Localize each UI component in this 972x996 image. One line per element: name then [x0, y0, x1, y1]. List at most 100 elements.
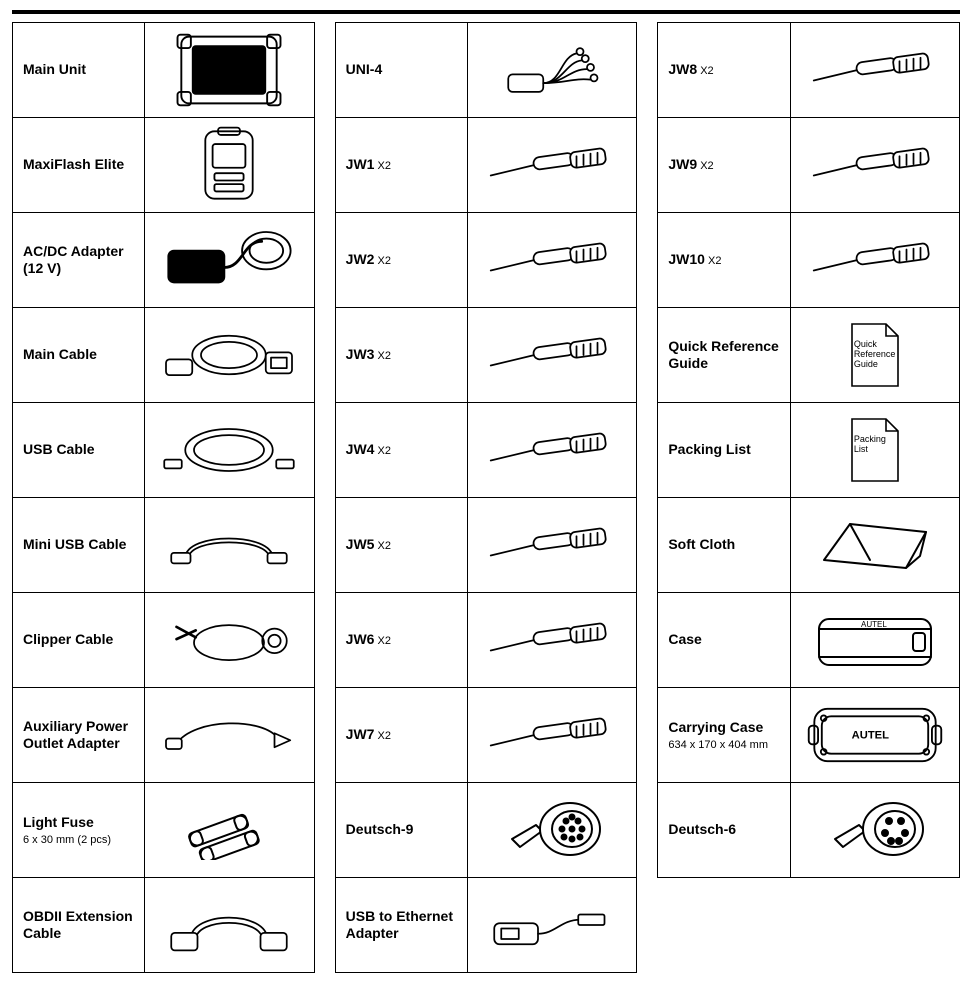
item-image-cell — [468, 403, 636, 497]
item-label-cell: JW7 X2 — [336, 688, 468, 782]
item-label-cell: Deutsch-6 — [658, 783, 790, 877]
item-row: Light Fuse6 x 30 mm (2 pcs) — [13, 783, 314, 878]
item-row: Soft Cloth — [658, 498, 959, 593]
item-name: Mini USB Cable — [23, 536, 134, 554]
item-row: Auxiliary Power Outlet Adapter — [13, 688, 314, 783]
item-name: Soft Cloth — [668, 536, 779, 554]
item-qty: X2 — [374, 255, 391, 267]
item-image-cell — [468, 783, 636, 877]
item-name: Deutsch-6 — [668, 821, 779, 839]
item-label-cell: JW2 X2 — [336, 213, 468, 307]
item-row: Case AUTEL — [658, 593, 959, 688]
item-image-cell — [468, 23, 636, 117]
item-name: Carrying Case — [668, 719, 779, 737]
item-image-cell — [468, 498, 636, 592]
item-name: USB to Ethernet Adapter — [346, 908, 457, 943]
item-name: Main Unit — [23, 61, 134, 79]
item-row: JW8 X2 — [658, 23, 959, 118]
item-name: JW2 X2 — [346, 251, 457, 269]
item-label-cell: MaxiFlash Elite — [13, 118, 145, 212]
item-image-cell — [468, 213, 636, 307]
item-image-cell — [791, 23, 959, 117]
item-image-cell — [145, 878, 313, 972]
item-sub: 634 x 170 x 404 mm — [668, 739, 779, 751]
item-row: JW1 X2 — [336, 118, 637, 213]
item-label-cell: Main Unit — [13, 23, 145, 117]
item-label-cell: Main Cable — [13, 308, 145, 402]
item-row: Main Unit — [13, 23, 314, 118]
item-name: Deutsch-9 — [346, 821, 457, 839]
item-name: JW10 X2 — [668, 251, 779, 269]
item-name: JW6 X2 — [346, 631, 457, 649]
item-qty: X2 — [705, 255, 722, 267]
item-row: JW9 X2 — [658, 118, 959, 213]
item-row: JW10 X2 — [658, 213, 959, 308]
item-image-cell — [791, 118, 959, 212]
item-label-cell: JW1 X2 — [336, 118, 468, 212]
item-name: Clipper Cable — [23, 631, 134, 649]
packing-list-page: Main Unit MaxiFlash Elite AC/DC Adapter … — [0, 0, 972, 993]
item-label-cell: Packing List — [658, 403, 790, 497]
item-row: JW7 X2 — [336, 688, 637, 783]
item-row: Clipper Cable — [13, 593, 314, 688]
item-name: JW9 X2 — [668, 156, 779, 174]
item-sub: 6 x 30 mm (2 pcs) — [23, 834, 134, 846]
item-label-cell: Deutsch-9 — [336, 783, 468, 877]
item-row: MaxiFlash Elite — [13, 118, 314, 213]
item-image-cell: QuickReferenceGuide — [791, 308, 959, 402]
item-row: JW4 X2 — [336, 403, 637, 498]
item-image-cell — [791, 498, 959, 592]
item-row: Quick Reference Guide QuickReferenceGuid… — [658, 308, 959, 403]
item-row: Deutsch-6 — [658, 783, 959, 878]
item-row: USB Cable — [13, 403, 314, 498]
item-image-cell — [145, 213, 313, 307]
item-row: Packing List PackingList — [658, 403, 959, 498]
item-image-cell — [145, 23, 313, 117]
top-rule — [12, 10, 960, 14]
item-name: JW5 X2 — [346, 536, 457, 554]
document-icon: QuickReferenceGuide — [846, 320, 904, 390]
item-label-cell: Clipper Cable — [13, 593, 145, 687]
item-image-cell — [145, 403, 313, 497]
item-image-cell — [145, 118, 313, 212]
svg-text:AUTEL: AUTEL — [851, 730, 888, 742]
item-name: UNI-4 — [346, 61, 457, 79]
column: Main Unit MaxiFlash Elite AC/DC Adapter … — [12, 22, 315, 973]
item-name: JW4 X2 — [346, 441, 457, 459]
column: JW8 X2 JW9 X2 JW10 X2 Quick Reference Gu… — [657, 22, 960, 878]
item-qty: X2 — [697, 65, 714, 77]
item-name: AC/DC Adapter (12 V) — [23, 243, 134, 278]
item-label-cell: Case — [658, 593, 790, 687]
item-qty: X2 — [374, 730, 391, 742]
item-qty: X2 — [374, 540, 391, 552]
item-image-cell — [145, 498, 313, 592]
item-label-cell: JW10 X2 — [658, 213, 790, 307]
item-label-cell: UNI-4 — [336, 23, 468, 117]
item-name: JW1 X2 — [346, 156, 457, 174]
document-icon: PackingList — [846, 415, 904, 485]
item-name: Main Cable — [23, 346, 134, 364]
item-name: OBDII Extension Cable — [23, 908, 134, 943]
item-image-cell — [468, 878, 636, 972]
item-image-cell: AUTEL — [791, 593, 959, 687]
item-image-cell: PackingList — [791, 403, 959, 497]
item-image-cell: AUTEL — [791, 688, 959, 782]
item-image-cell — [468, 308, 636, 402]
item-qty: X2 — [374, 350, 391, 362]
item-qty: X2 — [374, 635, 391, 647]
item-label-cell: Auxiliary Power Outlet Adapter — [13, 688, 145, 782]
item-name: USB Cable — [23, 441, 134, 459]
item-label-cell: JW3 X2 — [336, 308, 468, 402]
item-label-cell: OBDII Extension Cable — [13, 878, 145, 972]
item-label-cell: JW6 X2 — [336, 593, 468, 687]
item-name: MaxiFlash Elite — [23, 156, 134, 174]
item-row: USB to Ethernet Adapter — [336, 878, 637, 973]
item-name: JW3 X2 — [346, 346, 457, 364]
item-row: Carrying Case 634 x 170 x 404 mm AUTEL — [658, 688, 959, 783]
item-label-cell: JW9 X2 — [658, 118, 790, 212]
item-label-cell: Carrying Case 634 x 170 x 404 mm — [658, 688, 790, 782]
item-row: Main Cable — [13, 308, 314, 403]
item-row: OBDII Extension Cable — [13, 878, 314, 973]
item-qty: X2 — [374, 160, 391, 172]
item-image-cell — [145, 308, 313, 402]
